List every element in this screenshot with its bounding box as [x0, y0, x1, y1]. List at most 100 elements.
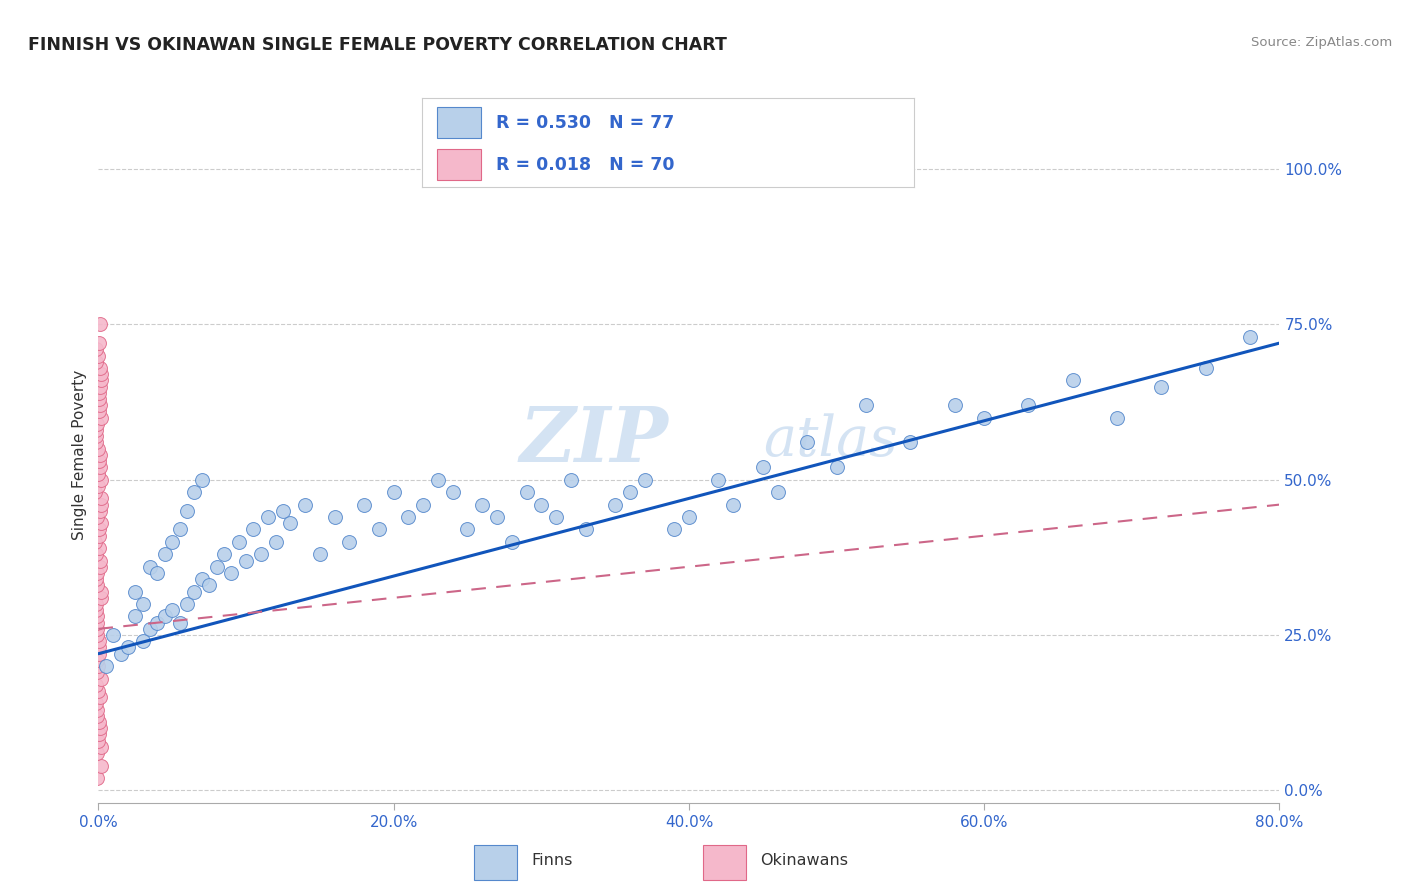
- Point: [90, 373, 112, 387]
- Point: [89, 318, 111, 332]
- Point: [146, 615, 169, 630]
- Point: [1018, 398, 1040, 412]
- Point: [257, 510, 280, 524]
- Point: [412, 498, 434, 512]
- Point: [90, 591, 112, 605]
- Point: [634, 473, 657, 487]
- Text: R = 0.018   N = 70: R = 0.018 N = 70: [496, 156, 673, 174]
- Point: [271, 504, 294, 518]
- Point: [86, 603, 108, 617]
- Point: [103, 628, 125, 642]
- Point: [264, 534, 287, 549]
- Point: [176, 504, 198, 518]
- Point: [752, 460, 775, 475]
- Point: [86, 417, 108, 431]
- Point: [900, 435, 922, 450]
- Point: [84, 355, 107, 369]
- Point: [87, 467, 110, 481]
- Point: [943, 398, 966, 412]
- Point: [139, 559, 162, 574]
- Point: [382, 485, 405, 500]
- Point: [471, 498, 494, 512]
- Point: [242, 523, 264, 537]
- Point: [516, 485, 538, 500]
- Point: [191, 473, 214, 487]
- Point: [183, 584, 205, 599]
- Point: [169, 523, 191, 537]
- Point: [90, 498, 112, 512]
- Point: [398, 510, 420, 524]
- Point: [486, 510, 509, 524]
- Text: Okinawans: Okinawans: [761, 854, 848, 868]
- Point: [87, 684, 110, 698]
- Point: [162, 534, 184, 549]
- Point: [353, 498, 375, 512]
- Point: [1195, 361, 1218, 376]
- Point: [605, 498, 627, 512]
- Point: [457, 523, 479, 537]
- Point: [86, 771, 108, 785]
- Point: [87, 634, 110, 648]
- Point: [339, 534, 361, 549]
- Point: [87, 479, 110, 493]
- Point: [678, 510, 700, 524]
- Point: [87, 640, 110, 655]
- Point: [87, 336, 110, 351]
- Point: [86, 349, 108, 363]
- Point: [619, 485, 641, 500]
- Point: [84, 429, 107, 443]
- Point: [90, 367, 112, 381]
- Point: [560, 473, 582, 487]
- Point: [86, 708, 108, 723]
- Point: [86, 628, 108, 642]
- Point: [546, 510, 568, 524]
- Text: ZIP: ZIP: [520, 404, 669, 478]
- Point: [198, 578, 221, 592]
- Point: [427, 473, 450, 487]
- Point: [87, 392, 110, 406]
- Point: [90, 758, 112, 772]
- Point: [87, 733, 110, 747]
- Point: [368, 523, 391, 537]
- Point: [86, 703, 108, 717]
- Point: [162, 603, 184, 617]
- Point: [90, 473, 112, 487]
- Point: [90, 739, 112, 754]
- Point: [86, 597, 108, 611]
- Text: Source: ZipAtlas.com: Source: ZipAtlas.com: [1251, 36, 1392, 49]
- Point: [212, 547, 235, 561]
- Point: [110, 647, 132, 661]
- Point: [501, 534, 523, 549]
- Point: [94, 659, 117, 673]
- Point: [89, 647, 111, 661]
- Text: atlas: atlas: [763, 414, 898, 468]
- Point: [205, 559, 228, 574]
- Point: [183, 485, 205, 500]
- Point: [766, 485, 789, 500]
- Bar: [474, 845, 516, 880]
- Point: [530, 498, 553, 512]
- Point: [84, 423, 107, 437]
- Point: [664, 523, 686, 537]
- Point: [89, 448, 111, 462]
- Point: [84, 485, 107, 500]
- Point: [309, 547, 332, 561]
- Point: [117, 640, 139, 655]
- Point: [87, 714, 110, 729]
- Point: [89, 559, 111, 574]
- Point: [90, 516, 112, 531]
- Point: [84, 343, 107, 357]
- Point: [221, 566, 243, 580]
- Point: [169, 615, 191, 630]
- Point: [86, 566, 108, 580]
- Point: [87, 454, 110, 468]
- Point: [89, 398, 111, 412]
- Point: [86, 665, 108, 680]
- Point: [84, 435, 107, 450]
- Point: [1150, 379, 1173, 393]
- Point: [87, 442, 110, 456]
- Point: [86, 622, 108, 636]
- Point: [294, 498, 316, 512]
- Point: [1107, 410, 1129, 425]
- Bar: [703, 845, 747, 880]
